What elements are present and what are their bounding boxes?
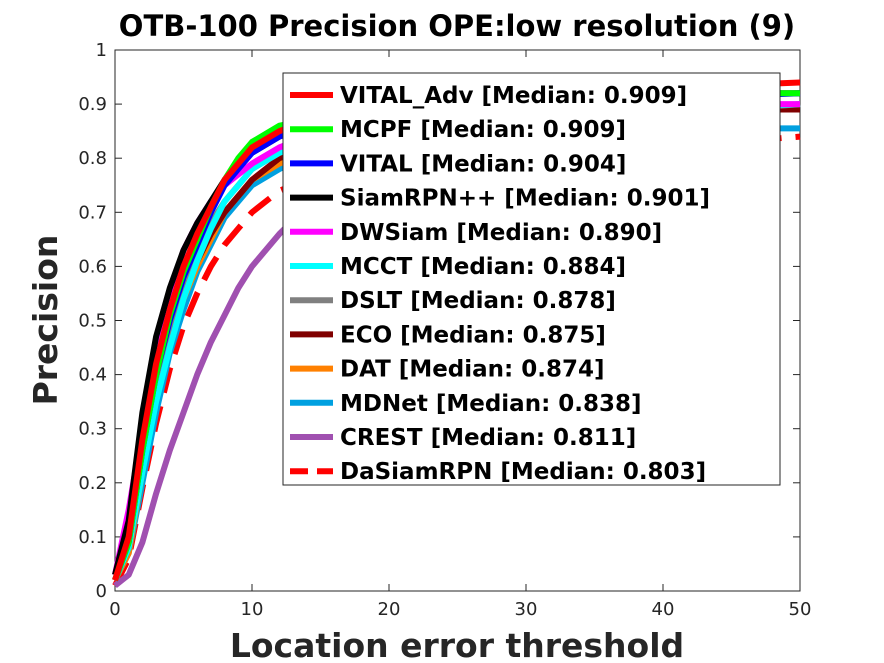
- legend-label: VITAL_Adv [Median: 0.909]: [340, 83, 687, 109]
- legend-label: SiamRPN++ [Median: 0.901]: [340, 186, 710, 212]
- legend-box: [282, 72, 781, 486]
- y-tick-label: 0.7: [78, 202, 107, 223]
- legend-entry: ECO [Median: 0.875]: [290, 322, 606, 348]
- legend-entry: DSLT [Median: 0.878]: [290, 288, 616, 314]
- legend-entry: SiamRPN++ [Median: 0.901]: [290, 186, 710, 212]
- legend-entry: DaSiamRPN [Median: 0.803]: [290, 459, 706, 485]
- x-tick-label: 10: [241, 599, 264, 620]
- legend-label: MDNet [Median: 0.838]: [340, 391, 642, 417]
- chart-title: OTB-100 Precision OPE:low resolution (9): [119, 9, 795, 43]
- legend-label: VITAL [Median: 0.904]: [340, 151, 626, 177]
- y-tick-label: 0: [96, 581, 107, 602]
- legend-entry: DAT [Median: 0.874]: [290, 357, 605, 383]
- legend-entries: VITAL_Adv [Median: 0.909] MCPF [Median: 0…: [290, 83, 710, 485]
- legend-label: ECO [Median: 0.875]: [340, 322, 606, 348]
- y-axis-label: Precision: [26, 235, 65, 406]
- y-tick-label: 0.3: [78, 419, 107, 440]
- legend-entry: VITAL [Median: 0.904]: [290, 151, 626, 177]
- x-tick-label: 20: [378, 599, 401, 620]
- legend-label: DaSiamRPN [Median: 0.803]: [340, 459, 706, 485]
- x-tick-label: 0: [109, 599, 120, 620]
- legend-label: MCPF [Median: 0.909]: [340, 117, 626, 143]
- y-tick-label: 0.2: [78, 473, 107, 494]
- legend-entry: MCCT [Median: 0.884]: [290, 254, 626, 280]
- x-tick-labels: 0 10 20 30 40 50: [109, 599, 811, 620]
- x-tick-label: 50: [789, 599, 812, 620]
- y-tick-label: 1: [96, 40, 107, 61]
- legend-entry: MDNet [Median: 0.838]: [290, 391, 642, 417]
- y-tick-labels: 0 0.1 0.2 0.3 0.4 0.5 0.6 0.7 0.8 0.9 1: [78, 40, 107, 602]
- legend-label: DWSiam [Median: 0.890]: [340, 220, 662, 246]
- y-tick-label: 0.4: [78, 365, 107, 386]
- y-tick-label: 0.1: [78, 527, 107, 548]
- legend-label: DSLT [Median: 0.878]: [340, 288, 616, 314]
- y-tick-label: 0.9: [78, 94, 107, 115]
- legend-label: CREST [Median: 0.811]: [340, 425, 636, 451]
- legend-label: DAT [Median: 0.874]: [340, 357, 605, 383]
- legend-label: MCCT [Median: 0.884]: [340, 254, 626, 280]
- legend-entry: VITAL_Adv [Median: 0.909]: [290, 83, 687, 109]
- x-axis-label: Location error threshold: [230, 626, 684, 663]
- x-tick-label: 30: [515, 599, 538, 620]
- legend: VITAL_Adv [Median: 0.909] MCPF [Median: 0…: [282, 72, 781, 486]
- legend-entry: MCPF [Median: 0.909]: [290, 117, 626, 143]
- legend-entry: DWSiam [Median: 0.890]: [290, 220, 662, 246]
- y-tick-label: 0.5: [78, 311, 107, 332]
- y-tick-label: 0.6: [78, 256, 107, 277]
- legend-entry: CREST [Median: 0.811]: [290, 425, 636, 451]
- y-tick-label: 0.8: [78, 148, 107, 169]
- x-tick-label: 40: [652, 599, 675, 620]
